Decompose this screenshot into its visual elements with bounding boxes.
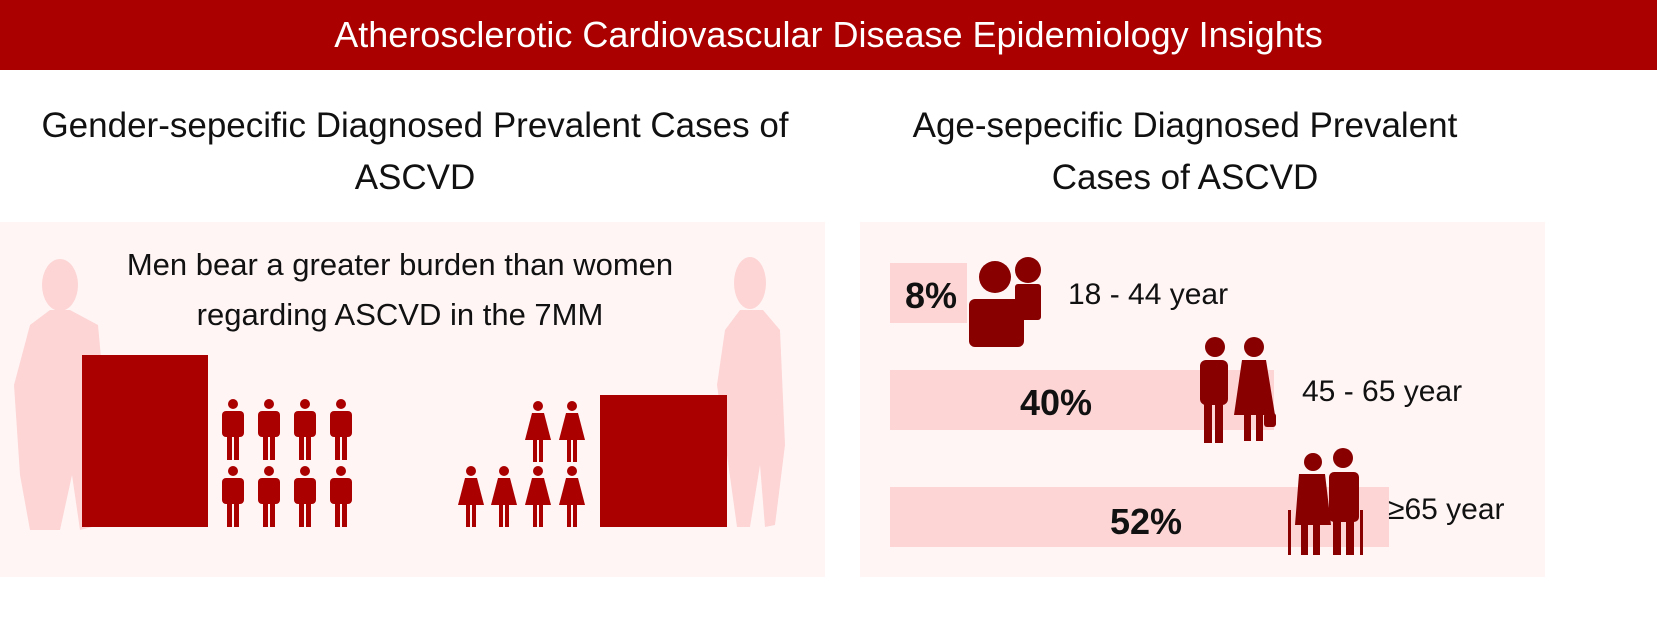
woman-icon bbox=[559, 401, 585, 462]
note-line1: Men bear a greater burden than women bbox=[126, 247, 674, 282]
elderly-couple-icon bbox=[1288, 448, 1363, 555]
man-icon bbox=[258, 466, 280, 527]
man-icon bbox=[222, 466, 244, 527]
percent-65-plus: 52% bbox=[1110, 501, 1183, 542]
man-icon bbox=[294, 466, 316, 527]
men-bar bbox=[82, 355, 208, 527]
percent-18-44: 8% bbox=[905, 275, 958, 316]
age-title-line2: Cases of ASCVD bbox=[1051, 158, 1319, 197]
age-label-65-plus: ≥65 year bbox=[1388, 493, 1505, 526]
young-adults-icon bbox=[969, 257, 1041, 347]
woman-icon bbox=[525, 466, 551, 527]
gender-note: Men bear a greater burden than women reg… bbox=[90, 240, 710, 340]
page-header: Atherosclerotic Cardiovascular Disease E… bbox=[0, 0, 1657, 70]
age-title-line1: Age-sepecific Diagnosed Prevalent bbox=[912, 106, 1458, 145]
age-bar-18-44 bbox=[890, 263, 967, 323]
man-icon bbox=[330, 466, 352, 527]
man-icon bbox=[258, 399, 280, 460]
age-label-45-65: 45 - 65 year bbox=[1302, 375, 1463, 408]
man-icon bbox=[330, 399, 352, 460]
gender-section-title: Gender-sepecific Diagnosed Prevalent Cas… bbox=[41, 106, 789, 197]
header-title: Atherosclerotic Cardiovascular Disease E… bbox=[334, 14, 1323, 55]
percent-45-65: 40% bbox=[1020, 382, 1093, 423]
man-icon bbox=[222, 399, 244, 460]
woman-icon bbox=[559, 466, 585, 527]
woman-icon bbox=[458, 466, 484, 527]
women-bar bbox=[600, 395, 727, 527]
man-icon bbox=[294, 399, 316, 460]
age-section-title: Age-sepecific Diagnosed Prevalent Cases … bbox=[860, 100, 1510, 204]
middle-aged-couple-icon bbox=[1200, 337, 1276, 443]
woman-silhouette-icon bbox=[717, 257, 785, 527]
woman-icon bbox=[525, 401, 551, 462]
note-line2: regarding ASCVD in the 7MM bbox=[196, 297, 604, 332]
woman-icon bbox=[491, 466, 517, 527]
age-label-18-44: 18 - 44 year bbox=[1068, 278, 1229, 311]
